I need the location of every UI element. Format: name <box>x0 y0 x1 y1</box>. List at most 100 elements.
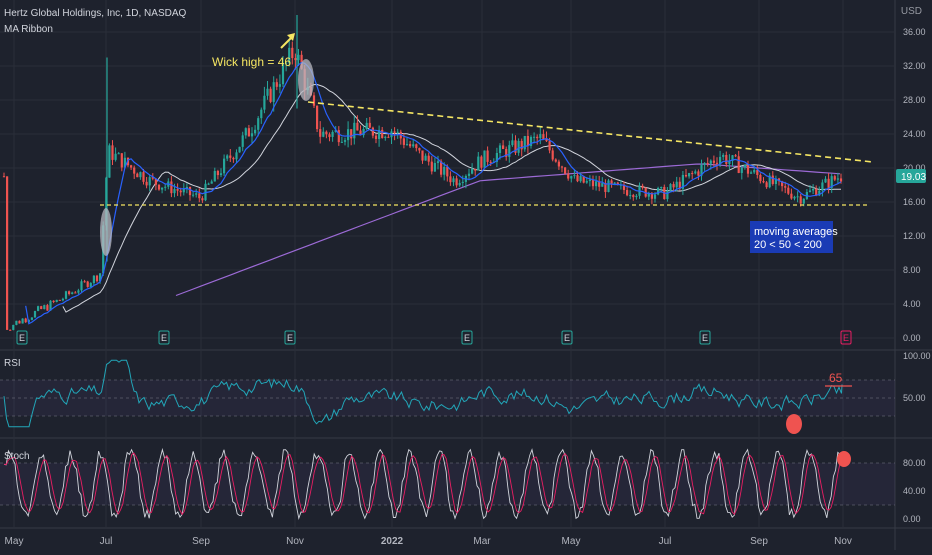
earnings-label: E <box>843 333 849 343</box>
candle-body <box>452 178 455 183</box>
candle-body <box>396 131 399 133</box>
candle-body <box>136 173 139 178</box>
earnings-label: E <box>702 333 708 343</box>
time-tick-label: Mar <box>473 536 491 547</box>
candle-body <box>95 275 99 282</box>
symbol-title: Hertz Global Holdings, Inc, 1D, NASDAQ <box>4 8 187 19</box>
earnings-e-icon <box>158 330 170 345</box>
candle-body <box>734 155 737 157</box>
candle-body <box>802 198 805 204</box>
candle-body <box>133 167 136 174</box>
price-tick-label: 4.00 <box>903 299 921 309</box>
candle-body <box>244 128 247 136</box>
candle-body <box>185 186 188 189</box>
time-tick-label: Sep <box>750 536 768 547</box>
candle-body <box>201 198 204 201</box>
candle-body <box>719 156 722 164</box>
candle-body <box>449 176 452 183</box>
ma50-line <box>62 83 841 313</box>
candle-body <box>715 162 719 164</box>
candle-body <box>387 136 390 138</box>
candle-body <box>123 157 126 168</box>
candle-body <box>743 164 746 168</box>
candle-body <box>12 324 15 330</box>
candle-body <box>291 47 294 59</box>
candle-body <box>650 193 653 199</box>
candle-body <box>529 136 533 146</box>
gap-highlight-oval <box>100 208 112 256</box>
candle-body <box>378 129 381 139</box>
candle-body <box>219 173 223 176</box>
candle-body <box>319 129 322 137</box>
candle-body <box>830 176 833 188</box>
candle-body <box>145 181 148 186</box>
candle-body <box>285 62 288 64</box>
resistance-trendline <box>307 101 874 163</box>
candle-body <box>6 176 9 330</box>
candle-body <box>99 273 102 282</box>
candle-body <box>281 63 285 85</box>
candle-body <box>213 170 216 182</box>
rsi-pane: 100.00 50.00 <box>0 351 931 428</box>
candle-body <box>139 172 142 178</box>
candle-body <box>260 109 263 119</box>
candle-body <box>188 186 192 196</box>
candle-body <box>511 140 514 146</box>
earnings-label: E <box>287 333 293 343</box>
candle-body <box>483 150 486 168</box>
time-tick-label: Nov <box>286 536 304 547</box>
candle-body <box>697 171 700 176</box>
candle-body <box>86 281 89 287</box>
candle-body <box>49 300 52 311</box>
candle-body <box>595 181 598 187</box>
candle-body <box>257 118 260 130</box>
price-tick-label: 36.00 <box>903 27 926 37</box>
candle-body <box>164 186 167 188</box>
candle-body <box>471 168 474 174</box>
candle-body <box>756 169 759 175</box>
time-tick-label: Nov <box>834 536 852 547</box>
candle-body <box>480 156 483 168</box>
price-axis: 36.00 32.00 28.00 24.00 20.00 16.00 12.00 8.00 4… <box>903 27 926 343</box>
candle-body <box>660 186 663 188</box>
candle-body <box>334 130 337 132</box>
candle-body <box>644 187 647 197</box>
candle-body <box>58 299 61 301</box>
candle-body <box>77 290 80 293</box>
candle-body <box>793 196 796 199</box>
candle-body <box>722 154 725 157</box>
candle-body <box>148 177 151 186</box>
candle-body <box>424 155 427 161</box>
candle-body <box>275 82 278 87</box>
candle-body <box>576 175 579 182</box>
candle-body <box>725 154 728 164</box>
candle-body <box>486 150 489 162</box>
candle-body <box>216 170 219 176</box>
earnings-e-icon <box>16 330 28 345</box>
candle-body <box>573 175 576 177</box>
candle-body <box>83 281 86 283</box>
candle-body <box>632 195 635 198</box>
candle-body <box>350 129 353 139</box>
candle-body <box>356 122 359 131</box>
candle-body <box>542 134 545 140</box>
candle-body <box>836 178 839 180</box>
candle-body <box>111 145 114 160</box>
candle-body <box>821 182 824 191</box>
candle-body <box>582 176 585 183</box>
candle-body <box>269 88 272 102</box>
candle-body <box>495 152 498 162</box>
candle-body <box>182 188 185 193</box>
candle-body <box>712 160 715 163</box>
candle-body <box>80 281 83 291</box>
candle-body <box>254 129 257 134</box>
candle-body <box>43 305 46 310</box>
candle-body <box>746 164 750 174</box>
candle-body <box>226 155 229 159</box>
candle-body <box>238 146 241 153</box>
stoch-d-line <box>3 452 843 516</box>
candle-body <box>198 193 201 199</box>
candle-body <box>703 162 706 165</box>
